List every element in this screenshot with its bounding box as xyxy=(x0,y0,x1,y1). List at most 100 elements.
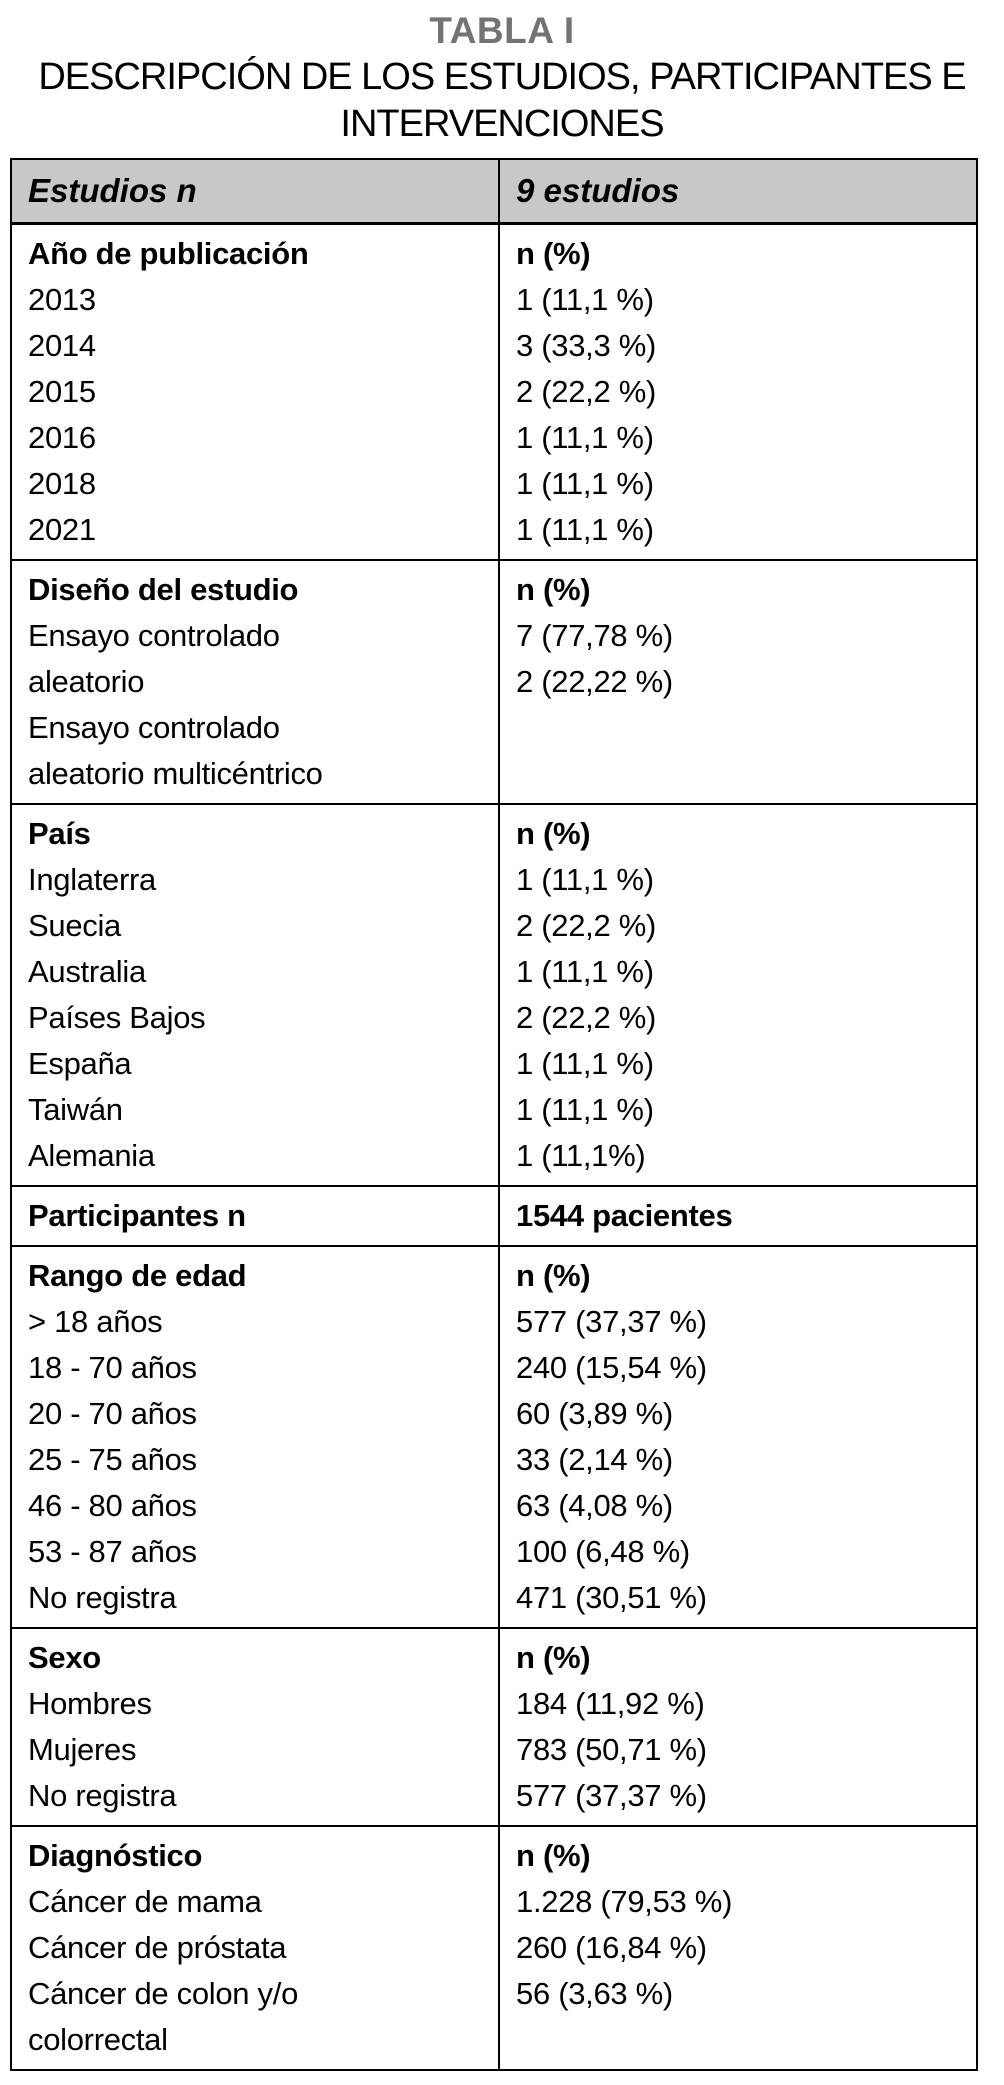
table-cell-line: 63 (4,08 %) xyxy=(516,1488,673,1523)
table-cell-line: 46 - 80 años xyxy=(28,1488,197,1523)
table-cell-line: 2013 xyxy=(28,282,96,317)
table-cell-line: 1 (11,1 %) xyxy=(516,282,654,317)
table-cell-line: Taiwán xyxy=(28,1092,123,1127)
table-section-pais: País Inglaterra Suecia Australia Países Bajo… xyxy=(12,805,976,1187)
page-title: DESCRIPCIÓN DE LOS ESTUDIOS, PARTICIPANT… xyxy=(38,56,966,145)
table-caption: TABLA I DESCRIPCIÓN DE LOS ESTUDIOS, PAR… xyxy=(18,8,986,148)
table-cell-line: 1 (11,1 %) xyxy=(516,862,654,897)
table-cell-line: Países Bajos xyxy=(28,1000,206,1035)
table-cell-line: Participantes n xyxy=(28,1198,246,1233)
table-cell-line: 1.228 (79,53 %) xyxy=(516,1884,733,1919)
table-cell-line: No registra xyxy=(28,1778,177,1813)
table-cell-line: 1 (11,1 %) xyxy=(516,1046,654,1081)
table-cell-line: 25 - 75 años xyxy=(28,1442,197,1477)
table-cell-participantes-left: Participantes n xyxy=(12,1187,500,1245)
table-cell-line: 783 (50,71 %) xyxy=(516,1732,707,1767)
table-cell-line: Cáncer de colon y/o xyxy=(28,1976,299,2011)
table-cell-line: País xyxy=(28,816,91,851)
table-section-sexo: Sexo Hombres Mujeres No registra n (%) 184 (1… xyxy=(12,1629,976,1827)
table-cell-line: 1 (11,1 %) xyxy=(516,954,654,989)
table-cell-line: n (%) xyxy=(516,236,591,271)
table-cell-line: 1 (11,1%) xyxy=(516,1138,646,1173)
table-cell-pais-left: País Inglaterra Suecia Australia Países Bajo… xyxy=(12,805,500,1185)
table-cell-line: Cáncer de próstata xyxy=(28,1930,287,1965)
table-cell-line: 18 - 70 años xyxy=(28,1350,197,1385)
table-cell-line: 100 (6,48 %) xyxy=(516,1534,690,1569)
table-cell-line: Alemania xyxy=(28,1138,155,1173)
table-cell-line: colorrectal xyxy=(28,2022,168,2057)
table-cell-line: 3 (33,3 %) xyxy=(516,328,657,363)
table-cell-line: No registra xyxy=(28,1580,177,1615)
table-cell-line: 2 (22,22 %) xyxy=(516,664,673,699)
table-cell-diagnostico-right: n (%) 1.228 (79,53 %) 260 (16,84 %) 56 (3,6… xyxy=(500,1827,976,2069)
table-cell-line: 471 (30,51 %) xyxy=(516,1580,707,1615)
table-cell-line: 240 (15,54 %) xyxy=(516,1350,707,1385)
table-cell-line: 1 (11,1 %) xyxy=(516,420,654,455)
table-cell-line: 7 (77,78 %) xyxy=(516,618,673,653)
table-section-participantes: Participantes n 1544 pacientes xyxy=(12,1187,976,1247)
table-cell-rango-de-edad-left: Rango de edad > 18 años 18 - 70 años 20 - 7… xyxy=(12,1247,500,1627)
table-cell-line: aleatorio xyxy=(28,664,145,699)
header-cell-9-estudios: 9 estudios xyxy=(516,172,680,209)
table-cell-line: Australia xyxy=(28,954,146,989)
table-cell-line: n (%) xyxy=(516,816,591,851)
table-cell-line: 2016 xyxy=(28,420,96,455)
table-cell-participantes-right: 1544 pacientes xyxy=(500,1187,976,1245)
table-body: Año de publicación 2013 2014 2015 2016 2018 20… xyxy=(12,225,976,2069)
table-section-diagnostico: Diagnóstico Cáncer de mama Cáncer de próst… xyxy=(12,1827,976,2069)
table-cell-line: 1 (11,1 %) xyxy=(516,512,654,547)
table-cell-line: 577 (37,37 %) xyxy=(516,1304,707,1339)
table-cell-line: Suecia xyxy=(28,908,121,943)
table-cell-diagnostico-left: Diagnóstico Cáncer de mama Cáncer de próst… xyxy=(12,1827,500,2069)
table-cell-line: n (%) xyxy=(516,572,591,607)
table-cell-line: Diseño del estudio xyxy=(28,572,299,607)
table-cell-line: Cáncer de mama xyxy=(28,1884,262,1919)
header-cell-estudios: Estudios n xyxy=(12,160,500,222)
table-cell-line: 2018 xyxy=(28,466,96,501)
table-cell-line: 2015 xyxy=(28,374,96,409)
table-cell-line: Ensayo controlado xyxy=(28,618,280,653)
table-cell-line: Rango de edad xyxy=(28,1258,247,1293)
data-table: Estudios n 9 estudios Año de publicación… xyxy=(10,158,978,2071)
table-cell-sexo-left: Sexo Hombres Mujeres No registra xyxy=(12,1629,500,1825)
table-cell-line: > 18 años xyxy=(28,1304,163,1339)
table-cell-line: 1544 pacientes xyxy=(516,1198,733,1233)
table-cell-line: 2 (22,2 %) xyxy=(516,1000,657,1035)
table-cell-line: 56 (3,63 %) xyxy=(516,1976,673,2011)
table-cell-diseno-del-estudio-right: n (%) 7 (77,78 %) 2 (22,22 %) xyxy=(500,561,976,803)
table-section-diseno-del-estudio: Diseño del estudio Ensayo controlado aleat… xyxy=(12,561,976,805)
table-cell-line: n (%) xyxy=(516,1838,591,1873)
table-cell-line: Ensayo controlado xyxy=(28,710,280,745)
table-number: TABLA I xyxy=(429,10,575,51)
table-cell-line: Inglaterra xyxy=(28,862,156,897)
table-section-ano-de-publicacion: Año de publicación 2013 2014 2015 2016 2018 20… xyxy=(12,225,976,561)
table-cell-line: Hombres xyxy=(28,1686,152,1721)
table-cell-sexo-right: n (%) 184 (11,92 %) 783 (50,71 %) 577 (37,3… xyxy=(500,1629,976,1825)
table-cell-line: 184 (11,92 %) xyxy=(516,1686,705,1721)
table-cell-line: aleatorio multicéntrico xyxy=(28,756,323,791)
table-cell-line: España xyxy=(28,1046,132,1081)
table-cell-line: 2014 xyxy=(28,328,96,363)
table-cell-line: 577 (37,37 %) xyxy=(516,1778,707,1813)
table-section-rango-de-edad: Rango de edad > 18 años 18 - 70 años 20 - 7… xyxy=(12,1247,976,1629)
table-cell-line: Diagnóstico xyxy=(28,1838,203,1873)
table-header-row: Estudios n 9 estudios xyxy=(12,160,976,225)
table-cell-line: Sexo xyxy=(28,1640,101,1675)
table-cell-line: 53 - 87 años xyxy=(28,1534,197,1569)
table-cell-line: 60 (3,89 %) xyxy=(516,1396,673,1431)
table-cell-ano-de-publicacion-left: Año de publicación 2013 2014 2015 2016 2018 20… xyxy=(12,225,500,559)
table-cell-line: n (%) xyxy=(516,1258,591,1293)
table-cell-line: n (%) xyxy=(516,1640,591,1675)
table-cell-ano-de-publicacion-right: n (%) 1 (11,1 %) 3 (33,3 %) 2 (22,2 %) 1 (11… xyxy=(500,225,976,559)
table-cell-line: Mujeres xyxy=(28,1732,137,1767)
table-cell-line: 2 (22,2 %) xyxy=(516,908,657,943)
table-cell-line: 33 (2,14 %) xyxy=(516,1442,673,1477)
table-cell-pais-right: n (%) 1 (11,1 %) 2 (22,2 %) 1 (11,1 %) 2 (22… xyxy=(500,805,976,1185)
table-cell-line: 20 - 70 años xyxy=(28,1396,197,1431)
table-cell-line: 260 (16,84 %) xyxy=(516,1930,707,1965)
table-cell-line: 2 (22,2 %) xyxy=(516,374,657,409)
table-cell-line: 1 (11,1 %) xyxy=(516,1092,654,1127)
table-cell-line: 2021 xyxy=(28,512,96,547)
table-cell-line: 1 (11,1 %) xyxy=(516,466,654,501)
